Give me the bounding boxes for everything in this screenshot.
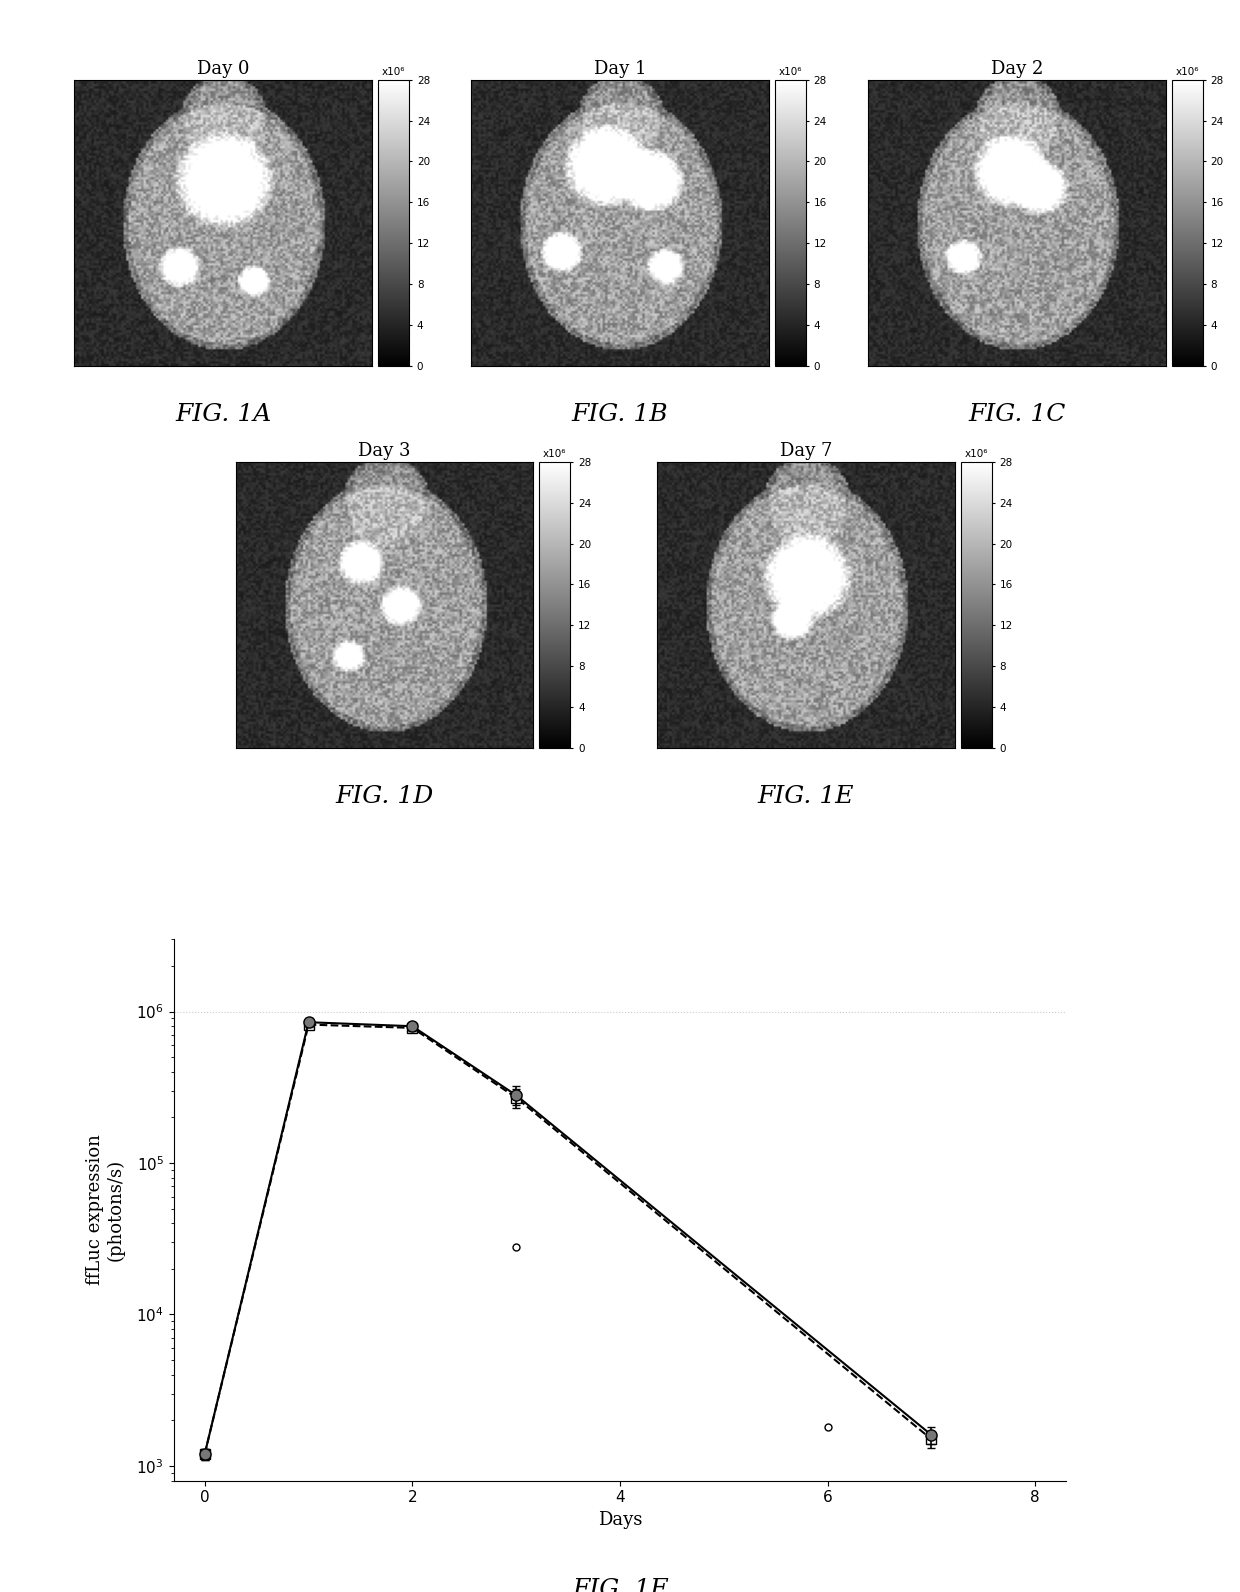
Text: x10⁶: x10⁶ (1176, 67, 1199, 76)
Title: Day 0: Day 0 (197, 60, 249, 78)
Title: Day 3: Day 3 (358, 443, 410, 460)
X-axis label: Days: Days (598, 1511, 642, 1528)
Y-axis label: ffLuc expression
(photons/s): ffLuc expression (photons/s) (86, 1135, 125, 1285)
Text: x10⁶: x10⁶ (382, 67, 405, 76)
Text: x10⁶: x10⁶ (543, 449, 567, 458)
Text: FIG. 1C: FIG. 1C (968, 403, 1065, 427)
Text: x10⁶: x10⁶ (965, 449, 988, 458)
Text: x10⁶: x10⁶ (779, 67, 802, 76)
Text: FIG. 1B: FIG. 1B (572, 403, 668, 427)
Text: FIG. 1D: FIG. 1D (335, 785, 434, 809)
Title: Day 1: Day 1 (594, 60, 646, 78)
Title: Day 7: Day 7 (780, 443, 832, 460)
Text: FIG. 1A: FIG. 1A (175, 403, 272, 427)
Title: Day 2: Day 2 (991, 60, 1043, 78)
Text: FIG. 1F: FIG. 1F (572, 1578, 668, 1592)
Text: FIG. 1E: FIG. 1E (758, 785, 854, 809)
